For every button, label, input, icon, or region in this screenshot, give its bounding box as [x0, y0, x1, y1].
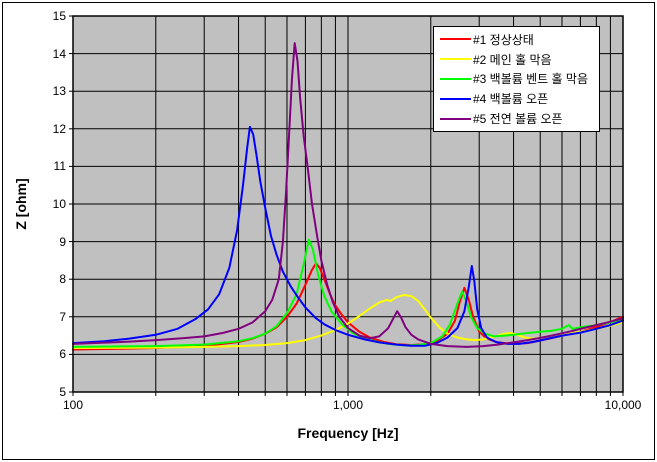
- legend-line-swatch: [440, 58, 471, 61]
- legend-label: #1 정상상태: [473, 32, 534, 47]
- x-tick-label: 10,000: [604, 398, 642, 412]
- legend-label: #5 전연 볼륨 오픈: [473, 112, 563, 127]
- legend-label: #4 백볼륨 오픈: [473, 92, 549, 107]
- y-tick-label: 6: [59, 347, 66, 362]
- y-tick-label: 9: [59, 234, 66, 249]
- x-axis-title: Frequency [Hz]: [297, 425, 399, 441]
- legend-item: #3 백볼륨 벤트 홀 막음: [434, 69, 599, 88]
- y-tick-label: 13: [52, 84, 66, 99]
- legend-item: #5 전연 볼륨 오픈: [434, 109, 599, 128]
- legend-item: #4 백볼륨 오픈: [434, 89, 599, 108]
- legend: #1 정상상태 #2 메인 홀 막음 #3 백볼륨 벤트 홀 막음 #4 백볼륨…: [433, 26, 600, 132]
- legend-line-swatch: [440, 117, 471, 120]
- y-tick-label: 10: [52, 197, 66, 211]
- legend-label: #2 메인 홀 막음: [473, 52, 552, 67]
- legend-line-swatch: [440, 38, 471, 41]
- y-tick-label: 7: [59, 309, 66, 324]
- legend-item: #2 메인 홀 막음: [434, 50, 599, 69]
- y-tick-label: 5: [59, 385, 66, 399]
- series-line-5: [72, 42, 624, 348]
- legend-line-swatch: [440, 77, 471, 80]
- y-tick-label: 11: [53, 159, 66, 174]
- legend-label: #3 백볼륨 벤트 홀 막음: [473, 72, 589, 87]
- x-tick-label: 1,000: [332, 398, 364, 412]
- series-line-4: [72, 125, 624, 347]
- x-tick-label: 100: [62, 398, 84, 412]
- legend-item: #1 정상상태: [434, 30, 599, 49]
- y-tick-label: 12: [52, 121, 66, 136]
- y-tick-label: 14: [52, 46, 66, 61]
- y-tick-label: 15: [52, 9, 66, 23]
- y-tick-label: 8: [59, 272, 66, 287]
- legend-line-swatch: [440, 97, 471, 100]
